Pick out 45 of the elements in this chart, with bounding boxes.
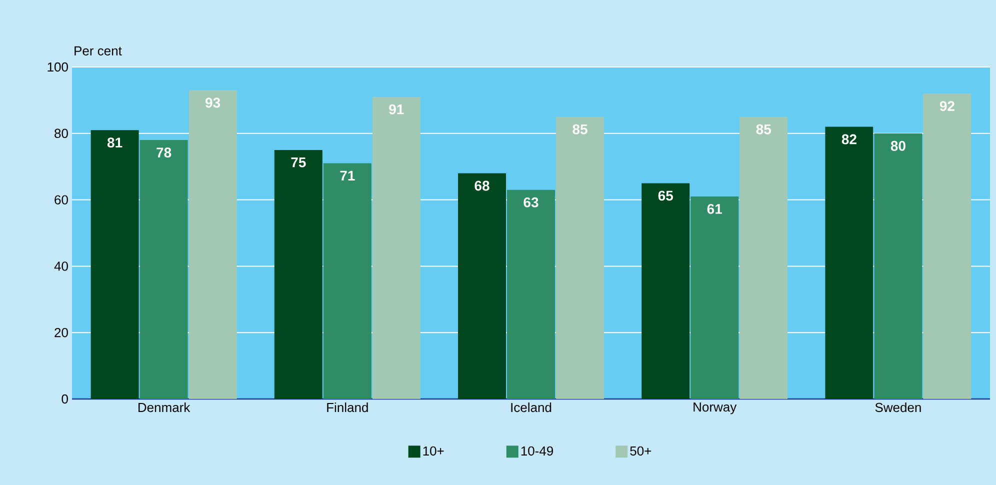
bar [740,116,788,399]
x-tick-label: Sweden [875,402,921,412]
data-label: 65 [658,190,674,201]
bar [642,183,690,399]
data-label: 61 [707,204,722,214]
bar [507,190,556,399]
bar [188,90,237,399]
bar [140,140,188,399]
data-label: 78 [156,148,172,158]
data-label: 91 [389,104,404,114]
y-tick-label: 0 [62,394,68,404]
y-tick-label: 100 [48,62,68,72]
legend-label: 50+ [630,446,652,456]
x-tick-label: Norway [694,402,737,414]
bar [274,150,322,399]
data-label: 63 [524,197,538,208]
y-axis-title: Per cent [74,46,122,56]
bar [372,96,420,399]
data-label: 68 [474,180,490,191]
x-tick-label: Finland [327,402,368,412]
x-tick-label: Denmark [138,402,190,412]
data-label: 85 [572,124,588,134]
bar [690,196,739,399]
data-label: 85 [756,124,772,134]
y-tick-label: 60 [54,195,68,204]
data-label: 93 [206,98,220,108]
legend-label: 10+ [423,446,444,456]
data-label: 82 [842,134,856,144]
data-label: 92 [940,101,954,112]
data-label: 71 [340,170,355,180]
bar [923,94,972,399]
bar [90,130,139,399]
bar [323,163,372,399]
legend-label: 10-49 [521,446,554,456]
data-label: 75 [291,158,306,168]
bar [825,126,874,399]
data-label: 81 [107,138,122,148]
y-tick-label: 40 [54,262,68,271]
data-label: 80 [890,140,906,151]
bar [458,173,506,399]
bar [556,116,604,399]
y-tick-label: 20 [54,328,68,338]
y-tick-label: 80 [54,128,68,138]
x-tick-label: Iceland [511,402,552,412]
bar [874,133,922,399]
